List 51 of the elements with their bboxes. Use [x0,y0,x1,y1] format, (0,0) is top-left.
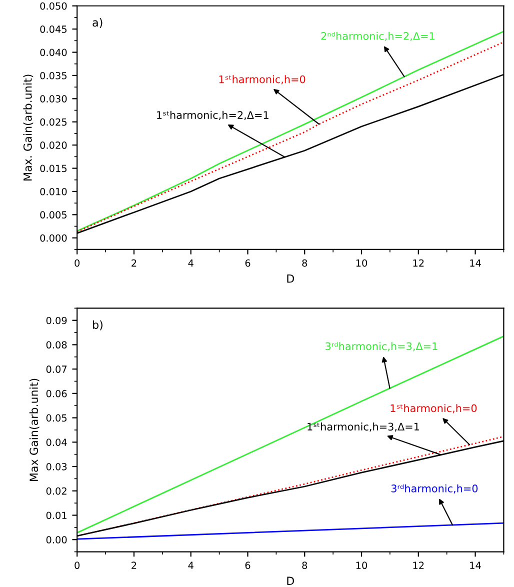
y-tick-label: 0.020 [40,142,67,149]
text: 1ˢᵗharmonic,h=0 [390,404,477,414]
x-tick-label: 8 [302,562,308,570]
x-tick-label: 0 [74,259,80,267]
y-tick-label: 0.005 [40,211,67,219]
text: 3ʳᵈharmonic,h=0 [391,484,478,494]
legend-label: 1ˢᵗharmonic,h=3,Δ=1 [308,422,420,432]
x-tick-label: 4 [188,562,194,569]
y-tick-label: 0.040 [40,48,67,56]
y-tick-label: 0.02 [46,487,66,495]
x-tick-label: 2 [132,562,136,569]
text: a) [92,18,102,28]
x-tick-label: 12 [413,562,424,569]
x-tick-label: 4 [188,259,194,267]
y-tick-label: 0.01 [46,512,66,520]
y-tick-label: 0.045 [40,26,67,33]
y-tick-label: 0.03 [46,462,67,470]
line-series [77,335,504,534]
y-tick-label: 0.010 [40,188,67,196]
y-tick-label: 0.025 [40,118,67,126]
y-tick-label: 0.000 [40,234,67,242]
series-label: 2ⁿᵈharmonic,h=2,Δ=1 [321,32,434,41]
y-axis-title: Max Gain(arb.unit) [29,378,40,481]
series-label: 3ʳᵈharmonic,h=3,Δ=1 [326,342,438,352]
text: 1ˢᵗharmonic,h=2,Δ=1 [157,110,268,120]
x-tick-label: 6 [245,259,250,267]
y-tick-label: 0.035 [40,72,67,80]
y-tick-label: 0.04 [46,438,67,446]
y-tick-label: 0.050 [40,2,67,10]
y-tick-label: 0.015 [40,164,67,172]
y-tick-label: 0.07 [46,366,67,373]
text: 1ˢᵗharmonic,h=0 [219,75,306,84]
y-tick-label: 0.08 [46,341,67,349]
x-tick-label: 10 [356,562,368,570]
x-tick-label: 10 [356,259,368,267]
y-axis-title: Max. Gain(arb.unit) [23,74,34,180]
x-tick-label: 0 [74,562,80,570]
x-tick-label: 14 [470,562,481,569]
y-tick-label: 0.05 [46,414,67,422]
text: b) [93,320,102,330]
y-tick-label: 0.00 [46,536,67,544]
x-tick-label: 8 [302,259,308,267]
x-axis-title: D [287,274,294,283]
x-tick-label: 6 [245,562,250,570]
x-tick-label: 12 [413,259,424,267]
x-axis-title: D [287,576,294,585]
y-tick-label: 0.030 [40,95,67,103]
y-tick-label: 0.09 [46,316,67,324]
x-tick-label: 14 [470,259,481,267]
x-tick-label: 2 [132,259,136,267]
y-tick-label: 0.06 [46,390,67,398]
